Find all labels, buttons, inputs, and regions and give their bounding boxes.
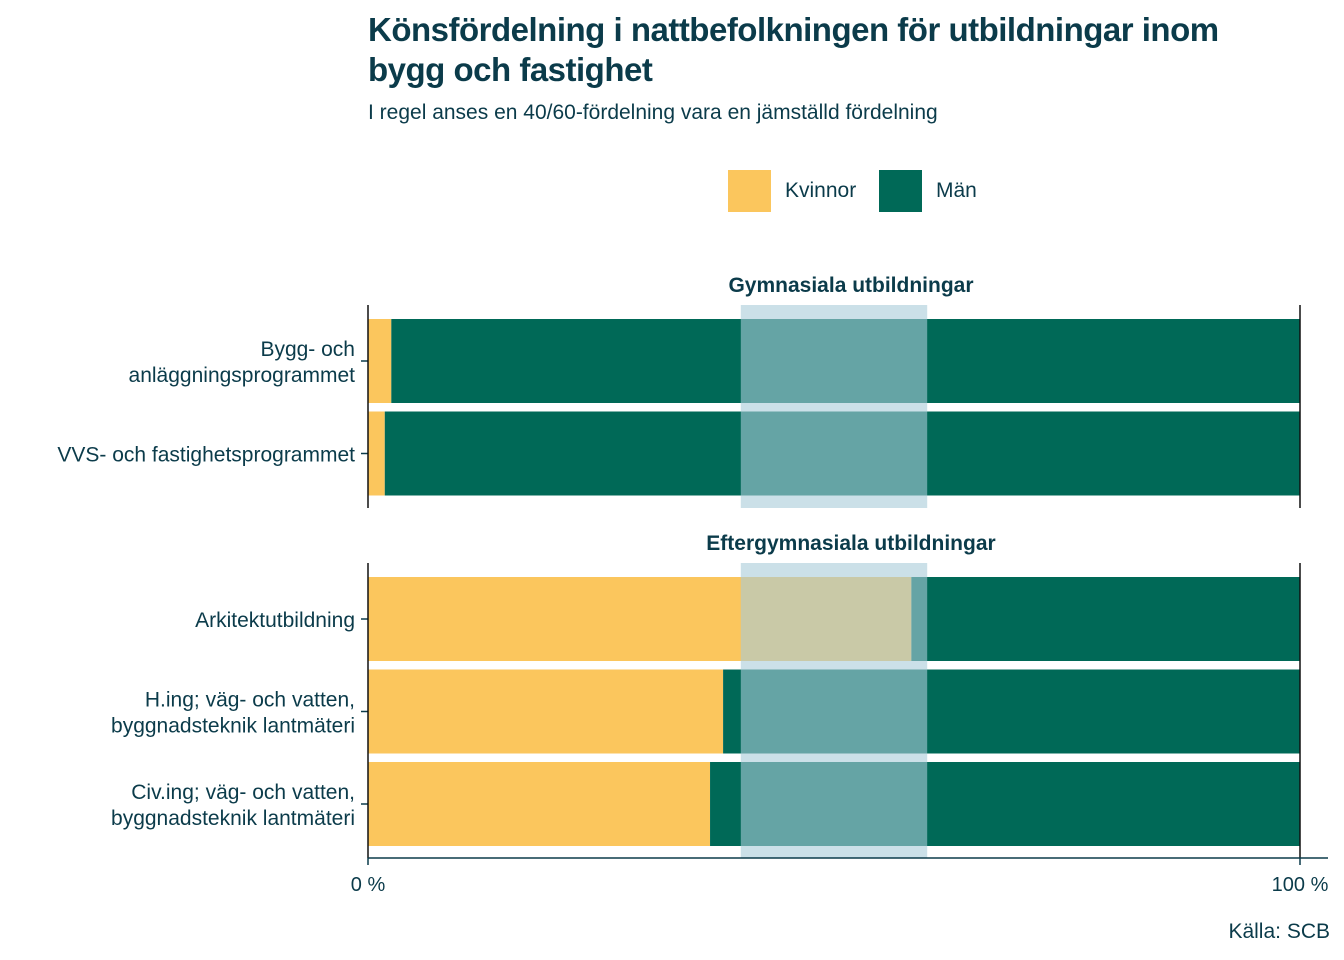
legend-item-man: Män — [879, 170, 977, 212]
equality-band — [740, 305, 928, 508]
category-label: VVS- och fastighetsprogrammet — [57, 444, 355, 467]
legend-swatch-kvinnor — [728, 170, 771, 212]
bar-kvinnor — [368, 319, 392, 403]
bar-kvinnor — [368, 669, 724, 754]
bar-kvinnor — [368, 411, 385, 496]
x-tick-label: 0 % — [351, 874, 386, 896]
legend-item-kvinnor: Kvinnor — [728, 170, 856, 212]
chart-subtitle: I regel anses en 40/60-fördelning vara e… — [368, 101, 938, 124]
bar-man — [911, 577, 1300, 661]
panel-title: Eftergymnasiala utbildningar — [706, 532, 995, 555]
legend-label-man: Män — [936, 179, 977, 202]
equality-band — [740, 563, 928, 858]
legend-swatch-man — [879, 170, 922, 212]
chart-title: Könsfördelning i nattbefolkningen för ut… — [368, 11, 1219, 88]
source-note: Källa: SCB — [1228, 920, 1330, 943]
x-tick-label: 100 % — [1272, 874, 1329, 896]
panel-title: Gymnasiala utbildningar — [728, 274, 973, 297]
legend: Kvinnor Män — [0, 170, 1344, 212]
category-label: Arkitektutbildning — [195, 609, 355, 632]
category-label: H.ing; väg- och vatten, byggnadsteknik la… — [111, 689, 355, 738]
legend-label-kvinnor: Kvinnor — [785, 179, 857, 202]
category-label: Bygg- och anläggningsprogrammet — [129, 338, 356, 387]
category-label: Civ.ing; väg- och vatten, byggnadsteknik … — [111, 781, 355, 830]
bar-kvinnor — [368, 762, 711, 846]
